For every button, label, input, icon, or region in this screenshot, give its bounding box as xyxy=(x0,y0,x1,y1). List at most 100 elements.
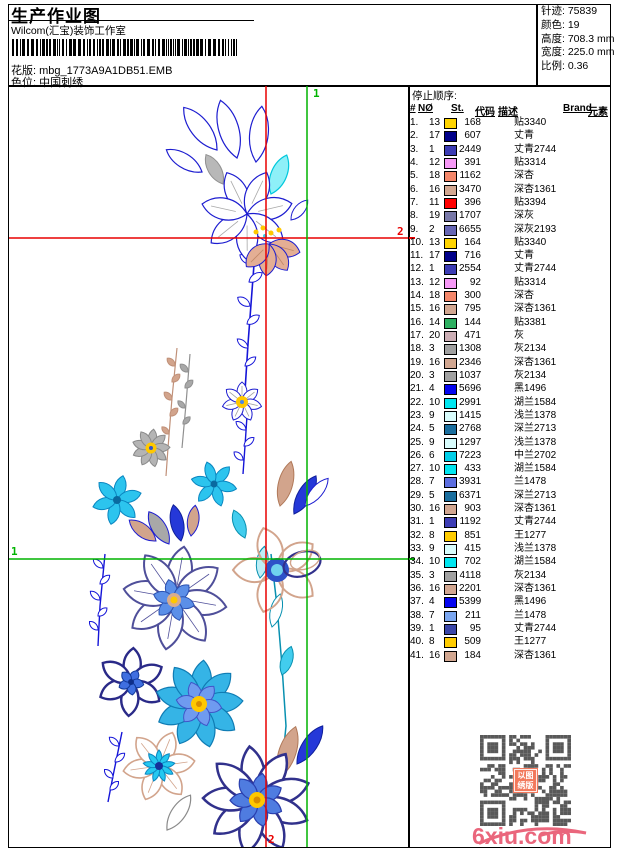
thread-description: 灰 xyxy=(514,330,524,341)
swatch-cell xyxy=(444,515,459,529)
thread-color-swatch xyxy=(444,437,457,449)
thread-row: 25. 9 1297 浅兰1378 xyxy=(409,436,610,449)
thread-brand xyxy=(562,475,590,488)
thread-row: 17. 20 471 灰 xyxy=(409,329,610,342)
stop-number: 25. xyxy=(410,436,424,448)
thread-row: 19. 16 2346 深杏1361 xyxy=(409,356,610,369)
thread-brand xyxy=(562,209,590,222)
thread-brand xyxy=(562,356,590,369)
swatch-cell xyxy=(444,356,459,369)
thread-row: 18. 3 1308 灰2134 xyxy=(409,342,610,356)
swatch-cell xyxy=(444,542,459,555)
swatch-cell xyxy=(444,622,459,635)
stop-number: 17. xyxy=(410,330,424,341)
swatch-cell xyxy=(444,262,459,276)
stitch-count: 391 xyxy=(464,156,481,168)
thread-description: 兰1478 xyxy=(514,476,547,488)
thread-brand xyxy=(562,622,590,635)
swatch-cell xyxy=(444,156,459,169)
stitch-count: 471 xyxy=(464,330,481,341)
thread-description: 湖兰1584 xyxy=(514,463,557,475)
thread-row: 39. 1 95 丈青2744 xyxy=(409,622,610,635)
needle-number: 8 xyxy=(429,529,435,541)
thread-description: 深杏 xyxy=(514,290,534,302)
thread-row: 31. 1 1192 丈青2744 xyxy=(409,515,610,529)
thread-color-swatch xyxy=(444,171,457,183)
thread-color-swatch xyxy=(444,131,457,143)
svg-text:1: 1 xyxy=(11,545,18,558)
thread-description: 浅兰1378 xyxy=(514,409,557,421)
stitch-count: 1415 xyxy=(459,409,482,421)
swatch-cell xyxy=(444,396,459,409)
thread-element xyxy=(590,462,610,475)
thread-row: 35. 3 4118 灰2134 xyxy=(409,569,610,582)
thread-description: 浅兰1378 xyxy=(514,543,557,554)
thread-element xyxy=(590,396,610,409)
thread-color-swatch xyxy=(444,144,457,156)
needle-number: 2 xyxy=(429,223,435,235)
thread-row: 33. 9 415 浅兰1378 xyxy=(409,542,610,555)
thread-brand xyxy=(562,249,590,262)
needle-number: 12 xyxy=(429,156,441,168)
thread-row: 30. 16 903 深杏1361 xyxy=(409,502,610,516)
column-header: St. xyxy=(451,103,464,114)
thread-description: 深杏1361 xyxy=(514,183,557,195)
stitch-count: 2201 xyxy=(459,582,482,594)
needle-number: 13 xyxy=(429,117,441,128)
thread-row: 38. 7 211 兰1478 xyxy=(409,609,610,622)
thread-code xyxy=(481,209,514,222)
thread-element xyxy=(590,169,610,182)
thread-brand xyxy=(562,289,590,302)
pattern-filename: mbg_1773A9A1DB51.EMB xyxy=(39,65,173,77)
swatch-cell xyxy=(444,449,459,462)
needle-number: 16 xyxy=(429,582,441,594)
thread-row: 6. 16 3470 深杏1361 xyxy=(409,183,610,196)
thread-element xyxy=(590,555,610,568)
thread-code xyxy=(481,475,514,488)
thread-row: 5. 18 1162 深杏 xyxy=(409,169,610,183)
stitch-count: 1707 xyxy=(459,210,482,222)
stop-number: 41. xyxy=(410,649,424,661)
thread-brand xyxy=(562,635,590,648)
thread-code xyxy=(481,635,514,648)
thread-description: 深兰2713 xyxy=(514,423,557,435)
needle-number: 16 xyxy=(429,649,441,661)
swatch-cell xyxy=(444,249,459,263)
swatch-cell xyxy=(444,183,459,196)
stat-line: 比例: 0.36 xyxy=(541,60,589,73)
stitch-count: 1192 xyxy=(459,516,481,528)
stop-number: 2. xyxy=(410,130,419,142)
thread-element xyxy=(590,316,610,329)
stop-number: 37. xyxy=(410,596,424,608)
thread-color-swatch xyxy=(444,317,457,329)
thread-brand xyxy=(562,223,590,236)
thread-color-swatch xyxy=(444,291,457,303)
thread-color-swatch xyxy=(444,610,457,622)
thread-description: 丈青2744 xyxy=(514,516,557,528)
stop-number: 27. xyxy=(410,463,424,475)
thread-row: 2. 17 607 丈青 xyxy=(409,129,610,143)
stitch-count: 3931 xyxy=(459,476,482,488)
thread-brand xyxy=(562,595,590,608)
swatch-cell xyxy=(444,342,459,356)
thread-color-swatch xyxy=(444,570,457,582)
thread-brand xyxy=(562,129,590,142)
thread-element xyxy=(590,302,610,315)
swatch-cell xyxy=(444,329,459,342)
thread-code xyxy=(481,595,514,608)
thread-brand xyxy=(562,169,590,182)
thread-brand xyxy=(562,529,590,542)
thread-brand xyxy=(562,262,590,275)
thread-row: 10. 13 164 贴3340 xyxy=(409,236,610,249)
thread-code xyxy=(481,555,514,568)
thread-description: 王1277 xyxy=(514,636,547,648)
thread-brand xyxy=(562,449,590,462)
thread-color-swatch xyxy=(444,237,457,249)
stop-number: 13. xyxy=(410,276,424,288)
barcode xyxy=(12,39,237,56)
stat-line: 高度: 708.3 mm xyxy=(541,32,615,45)
needle-number: 9 xyxy=(429,409,435,421)
stop-rows: 1. 13 168 贴3340 2. 17 607 丈青 3. 1 2449 丈青2744 4. 12 39… xyxy=(409,116,610,662)
thread-color-swatch xyxy=(444,331,457,342)
thread-element xyxy=(590,515,610,528)
